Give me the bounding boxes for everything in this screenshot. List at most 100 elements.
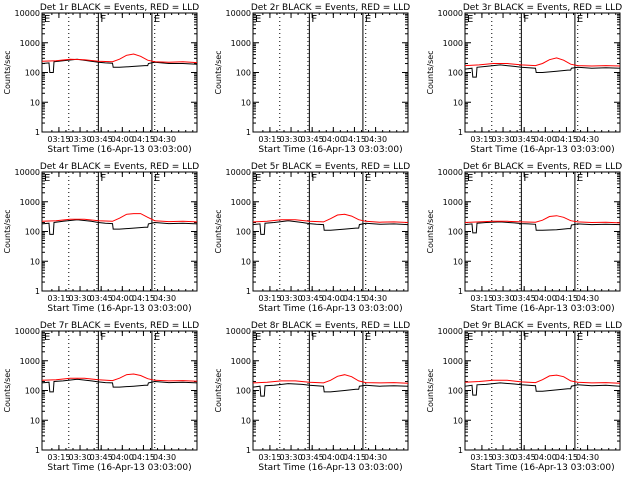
x-tick-label: 03:15 [47,453,70,462]
marker-label: F [311,173,317,184]
detector-panel-4: Det 4r BLACK = Events, RED = LLD 1 10 100 10… [3,162,199,314]
marker-label: E [44,332,50,343]
x-tick-label: 04:15 [555,294,578,303]
x-tick-label: 03:45 [513,453,536,462]
panel-title: Det 5r BLACK = Events, RED = LLD [251,162,410,172]
marker-label: E [255,173,261,184]
y-tick-label: 1000 [231,198,251,207]
marker-label: F [311,332,317,343]
detector-panel-3: Det 3r BLACK = Events, RED = LLD 1 10 100 10… [426,3,622,155]
x-tick-label: 04:30 [364,135,387,144]
y-tick-label: 1000 [443,198,463,207]
detector-panel-5: Det 5r BLACK = Events, RED = LLD 1 10 100 10… [214,162,410,314]
x-axis-label: Start Time (16-Apr-13 03:03:00) [258,304,402,314]
marker-label: F [100,14,106,25]
detector-panel-9: Det 9r BLACK = Events, RED = LLD 1 10 100 10… [426,321,622,473]
x-tick-label: 03:30 [280,135,303,144]
x-tick-label: 03:15 [258,294,281,303]
y-tick-label: 10000 [15,168,40,177]
x-tick-label: 03:45 [513,135,536,144]
y-axis-label: Counts/sec [214,50,223,94]
y-tick-label: 1000 [231,39,251,48]
y-tick-label: 10 [30,98,40,107]
y-tick-label: 10 [30,416,40,425]
x-axis-label: Start Time (16-Apr-13 03:03:00) [470,304,614,314]
y-tick-label: 100 [448,69,463,78]
plot-frame [41,330,198,451]
y-tick-label: 10000 [226,327,251,336]
y-tick-label: 10 [453,257,463,266]
series-events [252,220,409,235]
y-tick-label: 1 [246,128,251,137]
panel-title: Det 2r BLACK = Events, RED = LLD [251,3,410,13]
series-lld [252,374,409,384]
plot-frame [252,171,409,292]
x-tick-label: 04:30 [576,294,599,303]
x-tick-label: 03:30 [492,294,515,303]
x-axis-label: Start Time (16-Apr-13 03:03:00) [470,145,614,155]
series-lld [252,213,409,223]
panel-title: Det 6r BLACK = Events, RED = LLD [463,162,622,172]
x-tick-label: 03:30 [280,453,303,462]
marker-label: E [467,173,473,184]
x-tick-label: 03:30 [492,453,515,462]
y-tick-label: 10 [30,257,40,266]
x-tick-label: 04:00 [534,294,557,303]
y-tick-label: 1 [246,446,251,455]
x-tick-label: 03:15 [470,294,493,303]
y-tick-label: 10000 [438,327,463,336]
y-tick-label: 10000 [15,9,40,18]
panel-title: Det 8r BLACK = Events, RED = LLD [251,321,410,331]
x-tick-label: 04:15 [132,453,155,462]
detector-panel-7: Det 7r BLACK = Events, RED = LLD 1 10 100 10… [3,321,199,473]
y-tick-label: 10 [453,416,463,425]
y-tick-label: 1000 [443,39,463,48]
x-tick-label: 03:45 [513,294,536,303]
plot-frame [41,12,198,133]
marker-label: E [44,173,50,184]
marker-label: E [154,332,160,343]
y-tick-label: 1 [35,128,40,137]
x-tick-label: 03:15 [47,135,70,144]
y-axis-label: Counts/sec [426,209,435,253]
marker-label: E [44,14,50,25]
x-tick-label: 03:45 [90,453,113,462]
y-tick-label: 1 [35,446,40,455]
x-tick-label: 04:30 [153,135,176,144]
x-tick-label: 04:00 [322,453,345,462]
y-axis-label: Counts/sec [426,368,435,412]
series-lld [41,373,198,382]
x-tick-label: 04:15 [555,453,578,462]
panel-title: Det 3r BLACK = Events, RED = LLD [463,3,622,13]
detector-panel-6: Det 6r BLACK = Events, RED = LLD 1 10 100 10… [426,162,622,314]
x-tick-label: 04:15 [132,135,155,144]
x-tick-label: 04:00 [111,294,134,303]
x-tick-label: 04:00 [111,135,134,144]
y-tick-label: 100 [25,228,40,237]
marker-label: F [523,173,529,184]
x-axis-label: Start Time (16-Apr-13 03:03:00) [258,145,402,155]
marker-label: E [467,14,473,25]
series-lld [464,57,621,67]
marker-label: E [365,14,371,25]
x-tick-label: 04:00 [111,453,134,462]
marker-label: E [365,332,371,343]
y-tick-label: 10 [241,257,251,266]
x-tick-label: 03:15 [47,294,70,303]
x-tick-label: 04:15 [343,135,366,144]
x-tick-label: 03:30 [492,135,515,144]
y-tick-label: 10000 [226,9,251,18]
detector-panel-2: Det 2r BLACK = Events, RED = LLD 1 10 100 10… [214,3,410,155]
y-tick-label: 100 [236,228,251,237]
y-tick-label: 100 [25,387,40,396]
x-tick-label: 03:30 [69,453,92,462]
x-tick-label: 04:15 [343,294,366,303]
y-tick-label: 10000 [438,168,463,177]
y-tick-label: 1 [458,128,463,137]
x-tick-label: 03:45 [301,135,324,144]
marker-label: F [100,332,106,343]
x-tick-label: 03:15 [470,135,493,144]
marker-label: E [467,332,473,343]
y-axis-label: Counts/sec [426,50,435,94]
